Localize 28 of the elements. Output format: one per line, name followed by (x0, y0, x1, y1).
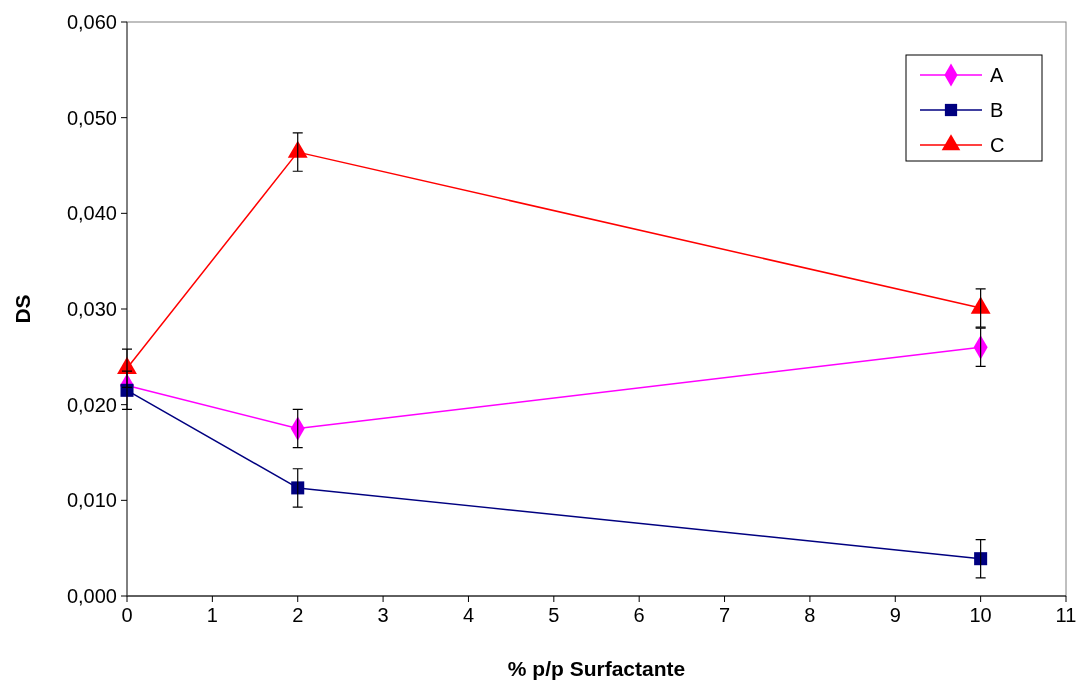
x-axis-title: % p/p Surfactante (507, 657, 686, 680)
x-tick-label: 10 (969, 604, 992, 626)
point (287, 140, 308, 158)
x-tick-label: 1 (206, 604, 218, 626)
point (974, 552, 988, 566)
y-tick-label: 0,010 (66, 489, 117, 512)
y-tick-label: 0,000 (66, 585, 117, 607)
x-tick-label: 8 (804, 604, 816, 626)
x-tick-label: 5 (548, 604, 560, 626)
legend-label: C (990, 134, 1005, 156)
x-tick-label: 7 (718, 604, 731, 626)
y-tick-label: 0,040 (66, 202, 117, 225)
legend-label: A (990, 64, 1004, 86)
legend-label: B (990, 99, 1004, 121)
x-tick-label: 4 (462, 604, 475, 626)
point (291, 481, 305, 495)
y-tick-label: 0,020 (66, 393, 117, 416)
y-tick-label: 0,030 (66, 298, 117, 320)
x-tick-label: 0 (121, 604, 133, 626)
y-tick-label: 0,050 (66, 106, 117, 129)
x-tick-label: 3 (377, 604, 389, 626)
x-tick-label: 11 (1055, 604, 1077, 626)
x-tick-label: 6 (633, 604, 645, 626)
y-axis-title: DS (11, 294, 34, 324)
y-tick-label: 0,060 (66, 11, 117, 33)
point (970, 296, 991, 314)
x-tick-label: 2 (292, 604, 304, 626)
x-tick-label: 9 (889, 604, 901, 626)
